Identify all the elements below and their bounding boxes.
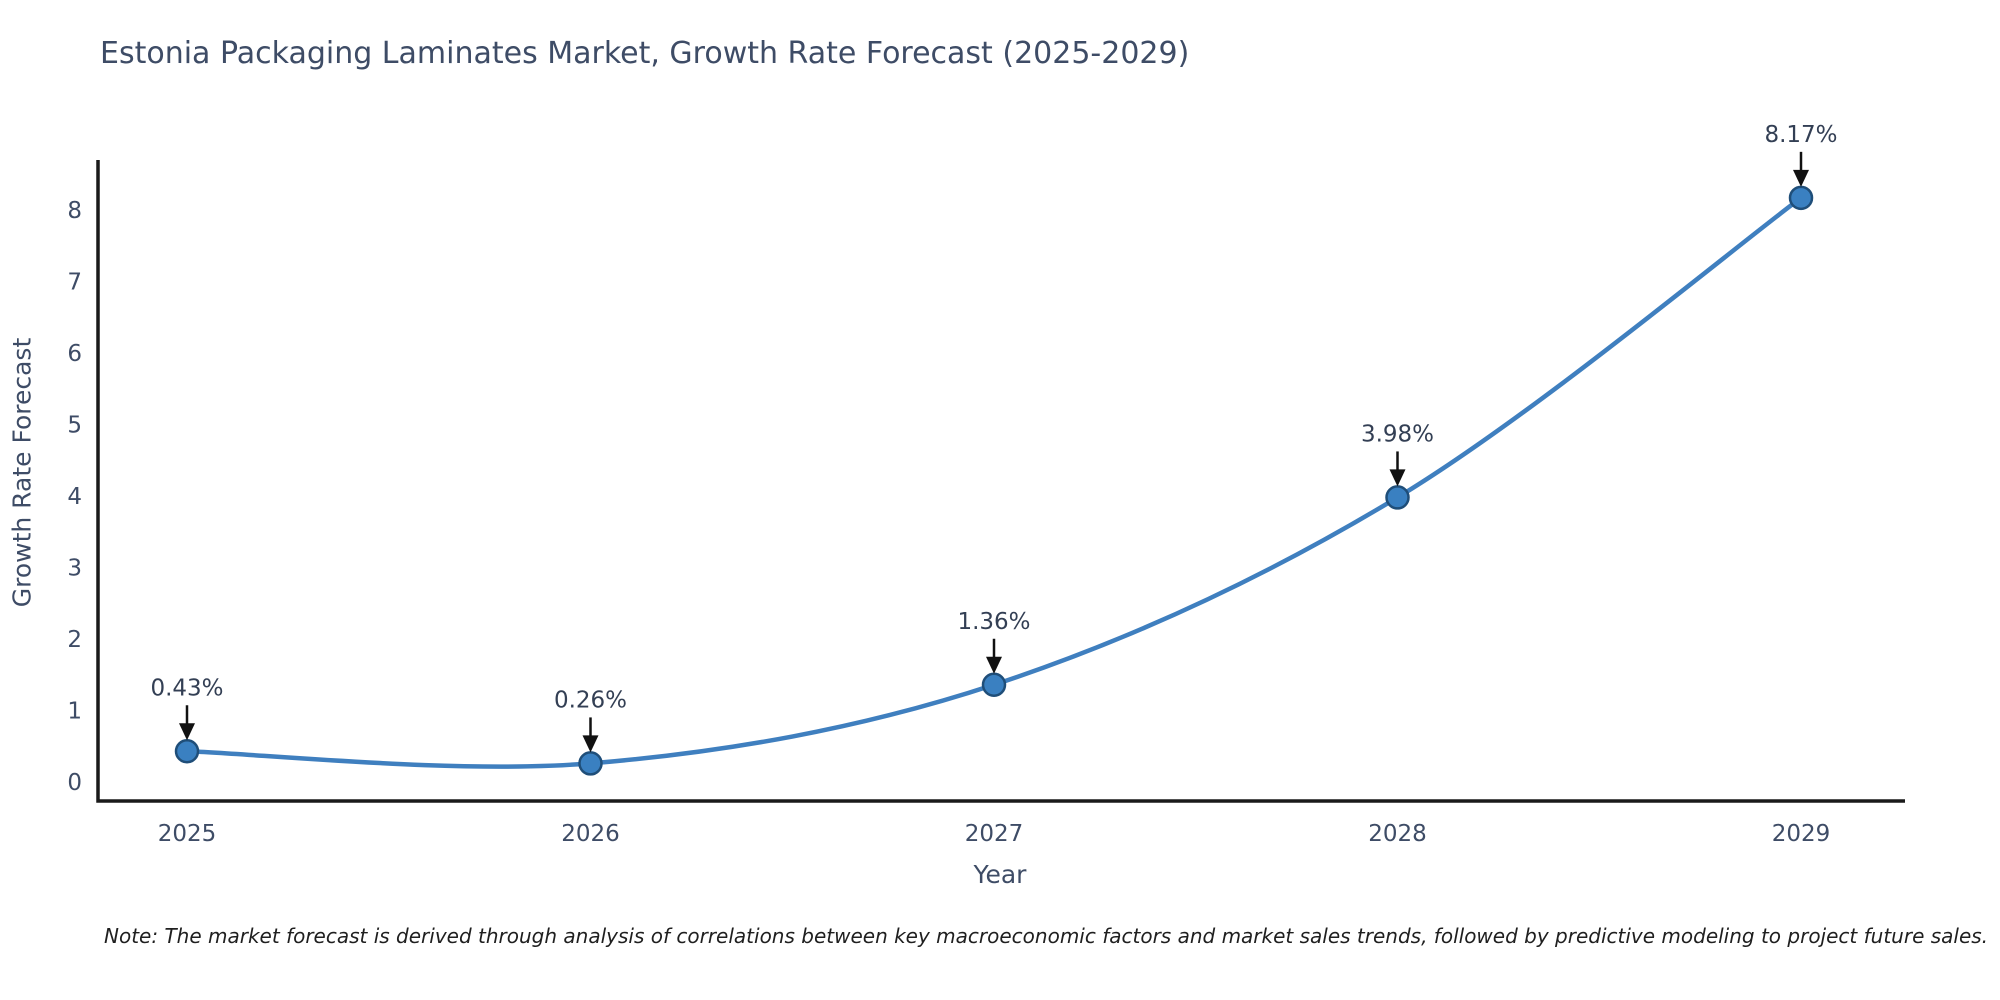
chart-note: Note: The market forecast is derived thr… — [104, 924, 1989, 948]
x-tick-label: 2025 — [158, 821, 217, 847]
y-tick-label: 3 — [67, 556, 82, 582]
annotation-arrow-head — [179, 723, 195, 741]
annotation-arrow-head — [986, 656, 1002, 674]
axis-spines — [96, 160, 1905, 803]
annotation-arrow-head — [1793, 169, 1809, 187]
data-point-label: 3.98% — [1361, 421, 1434, 447]
data-point-marker — [578, 751, 603, 776]
y-tick-label: 6 — [67, 341, 82, 367]
data-point-label: 0.43% — [150, 675, 223, 701]
x-tick-label: 2028 — [1368, 821, 1427, 847]
y-tick-label: 4 — [67, 484, 82, 510]
x-tick-label: 2029 — [1772, 821, 1831, 847]
y-tick-label: 7 — [67, 270, 82, 296]
y-tick-label: 1 — [67, 699, 82, 725]
data-point-label: 8.17% — [1764, 122, 1837, 148]
y-tick-label: 8 — [67, 198, 82, 224]
data-point-label: 0.26% — [554, 687, 627, 713]
data-point-label: 1.36% — [957, 609, 1030, 635]
x-axis-label: Year — [973, 860, 1027, 889]
y-tick-label: 0 — [67, 770, 82, 796]
x-tick-label: 2026 — [561, 821, 620, 847]
y-tick-label: 2 — [67, 627, 82, 653]
y-tick-label: 5 — [67, 413, 82, 439]
chart-title: Estonia Packaging Laminates Market, Grow… — [100, 36, 1190, 71]
data-point-marker — [1788, 185, 1814, 211]
annotation-arrow-head — [582, 735, 599, 753]
data-point-marker — [981, 672, 1007, 698]
data-point-marker — [1385, 485, 1410, 510]
data-point-marker — [174, 739, 200, 764]
x-tick-label: 2027 — [965, 821, 1024, 847]
y-axis-label: Growth Rate Forecast — [7, 337, 37, 608]
annotation-arrow-head — [1389, 469, 1406, 487]
